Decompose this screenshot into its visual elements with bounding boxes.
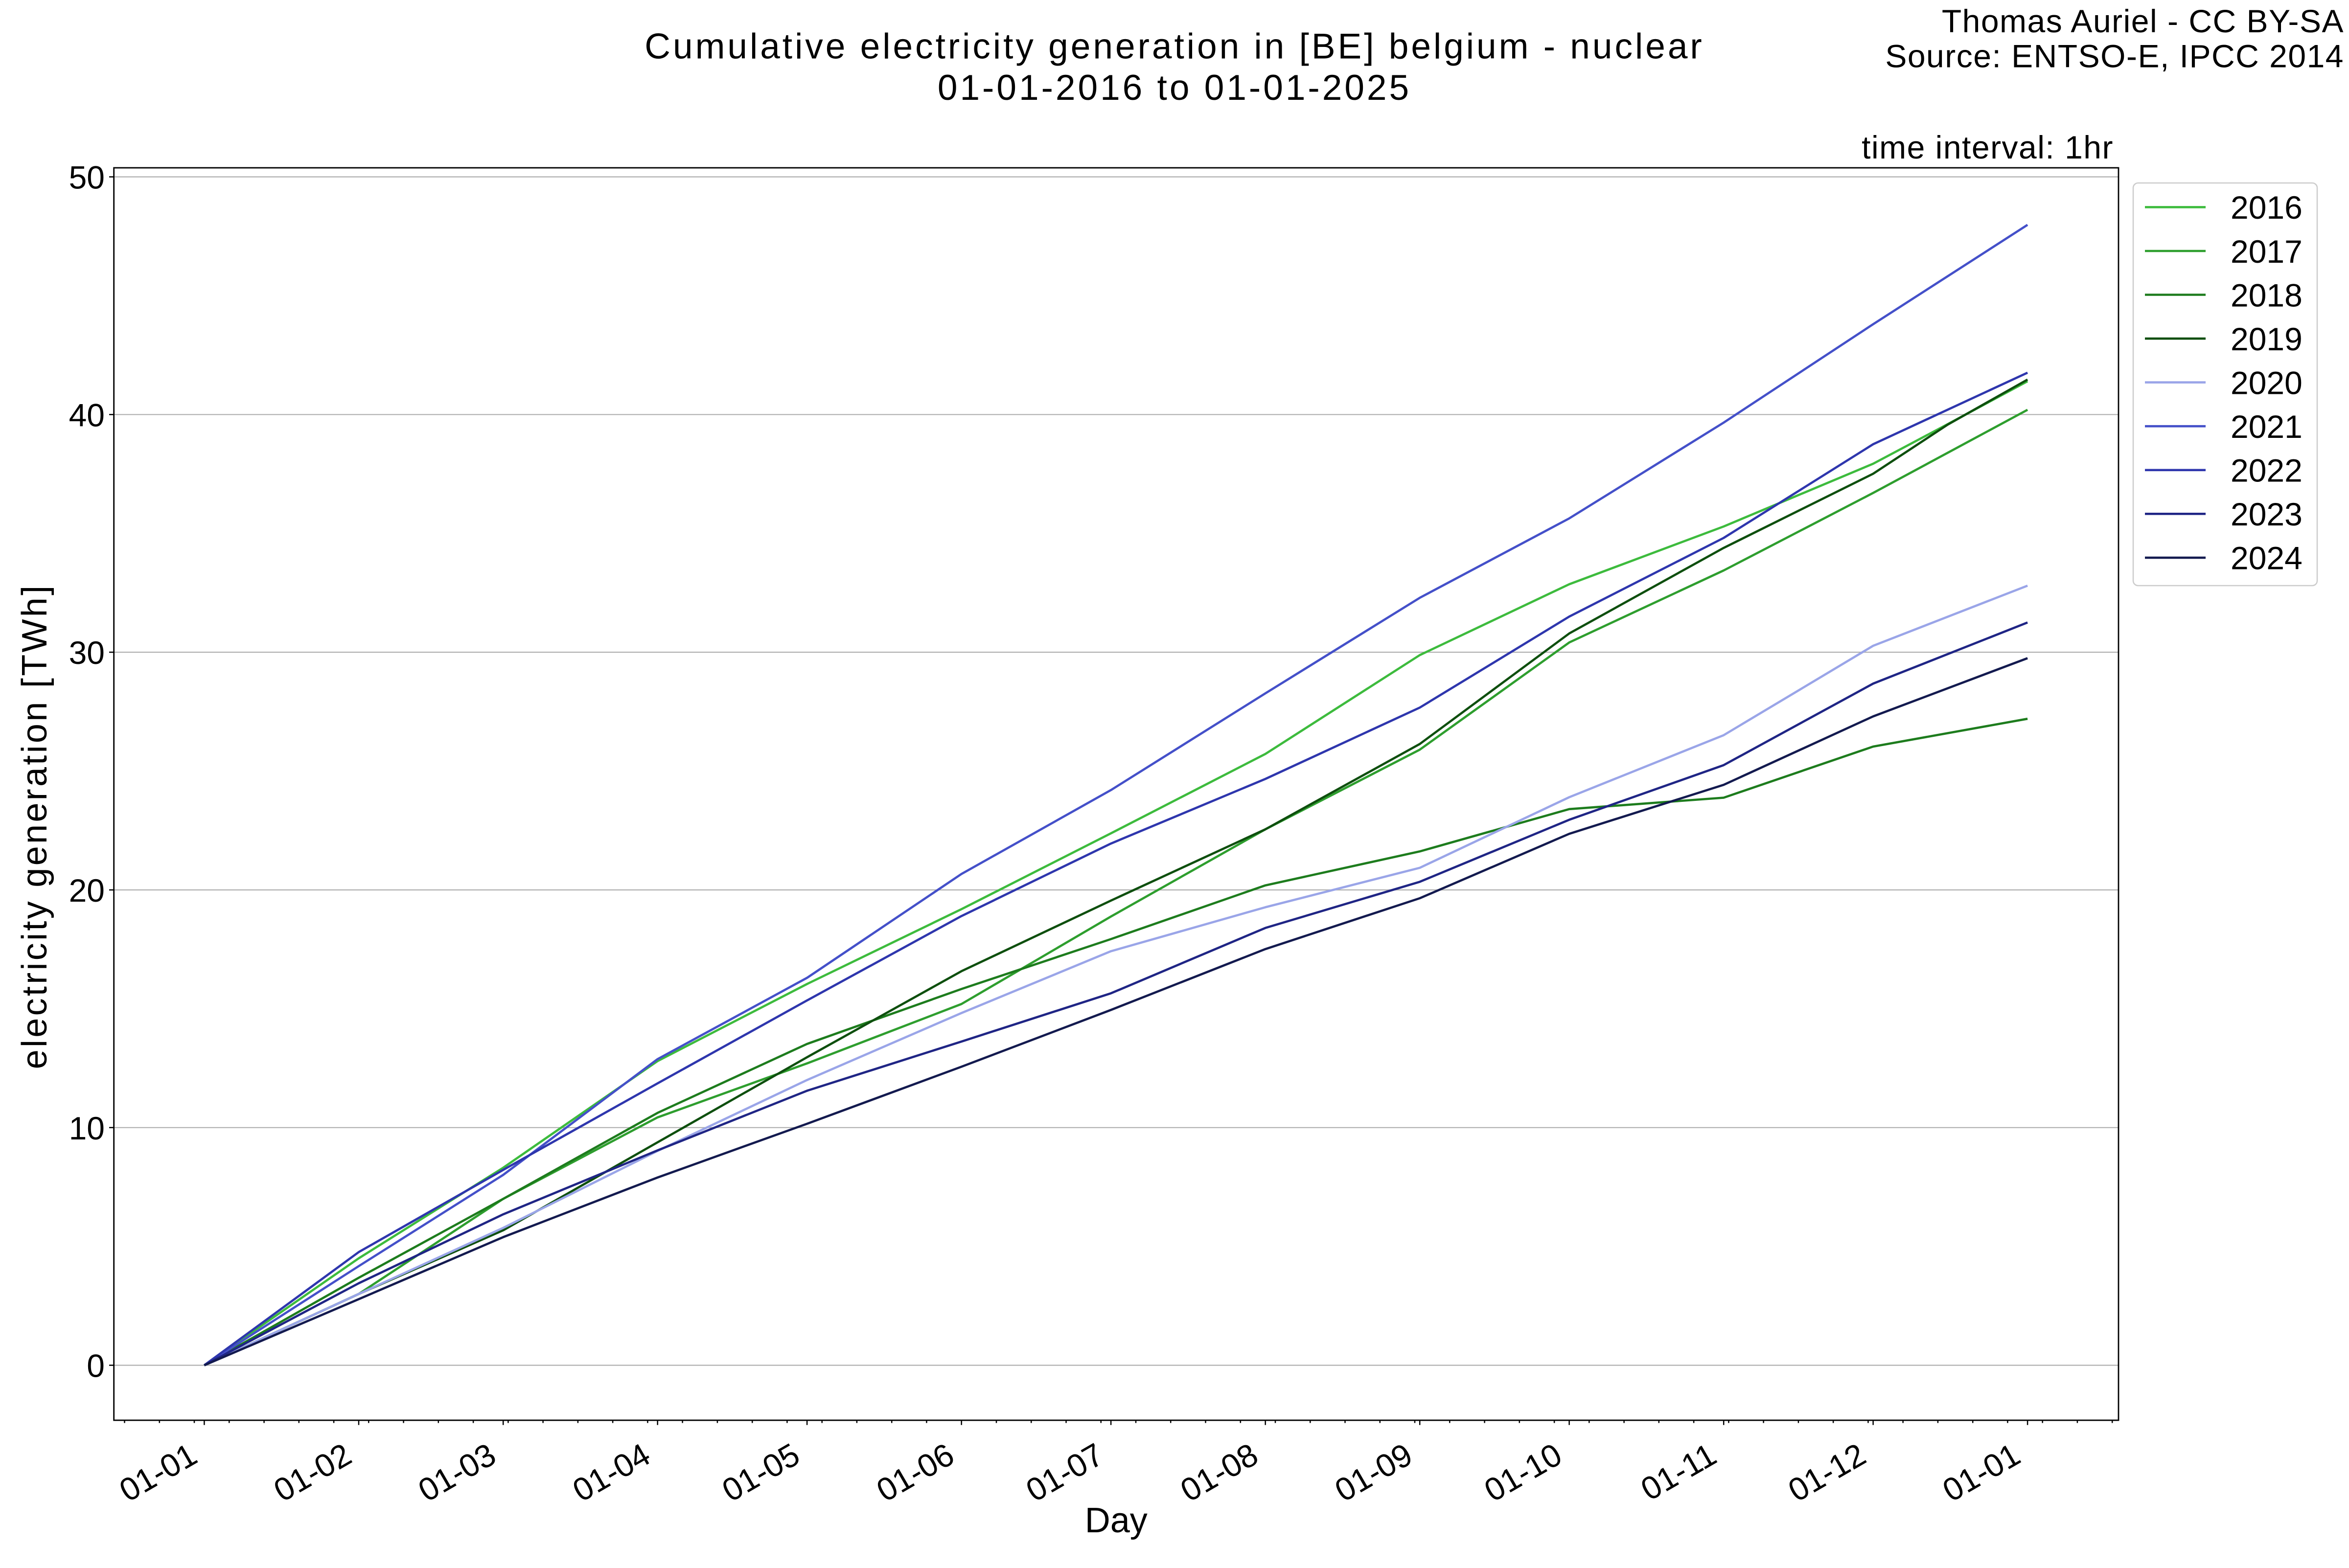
- svg-text:2023: 2023: [2231, 496, 2303, 532]
- svg-text:2016: 2016: [2231, 189, 2303, 226]
- svg-text:time interval: 1hr: time interval: 1hr: [1862, 129, 2114, 165]
- svg-text:2024: 2024: [2231, 540, 2303, 576]
- svg-text:Thomas Auriel - CC BY-SA: Thomas Auriel - CC BY-SA: [1942, 3, 2344, 39]
- svg-text:2019: 2019: [2231, 321, 2303, 357]
- svg-text:2022: 2022: [2231, 453, 2303, 489]
- svg-text:0: 0: [87, 1348, 105, 1384]
- svg-text:50: 50: [69, 159, 105, 196]
- svg-text:Cumulative electricity generat: Cumulative electricity generation in [BE…: [645, 26, 1704, 66]
- svg-text:Day: Day: [1085, 1501, 1148, 1540]
- svg-text:30: 30: [69, 635, 105, 671]
- svg-text:01-01-2016 to 01-01-2025: 01-01-2016 to 01-01-2025: [938, 68, 1411, 108]
- svg-text:2018: 2018: [2231, 277, 2303, 313]
- svg-text:2021: 2021: [2231, 409, 2303, 445]
- svg-text:2017: 2017: [2231, 233, 2303, 270]
- svg-text:40: 40: [69, 397, 105, 433]
- svg-text:electricity generation [TWh]: electricity generation [TWh]: [15, 584, 54, 1069]
- svg-text:20: 20: [69, 872, 105, 909]
- svg-text:2020: 2020: [2231, 364, 2303, 401]
- svg-text:Source: ENTSO-E, IPCC 2014: Source: ENTSO-E, IPCC 2014: [1885, 38, 2344, 74]
- svg-text:10: 10: [69, 1110, 105, 1146]
